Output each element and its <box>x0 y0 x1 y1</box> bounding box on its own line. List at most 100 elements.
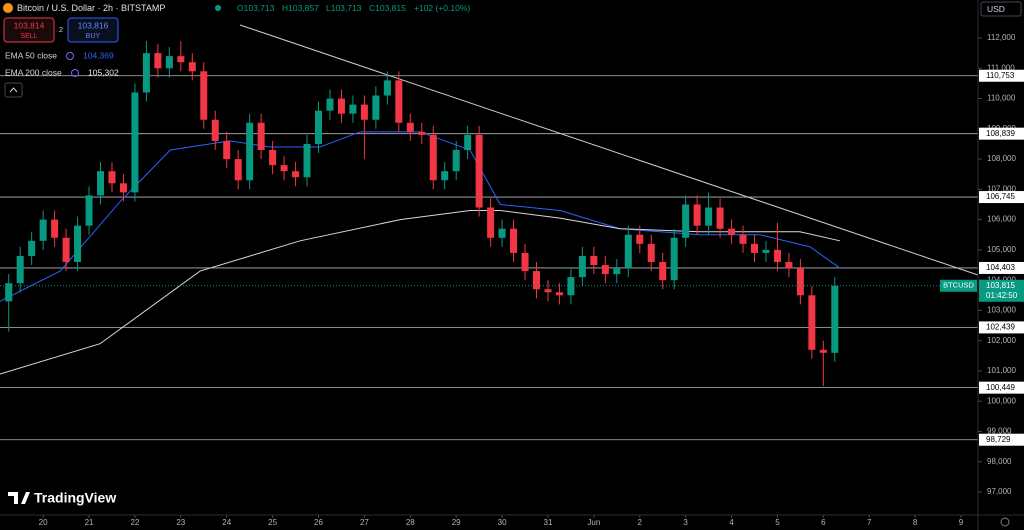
candle-body <box>349 104 357 114</box>
symbol-label: BTCUSD <box>943 281 974 290</box>
collapse-icon <box>9 87 18 93</box>
candle-body <box>406 122 414 132</box>
y-tick-label: 101,000 <box>987 366 1016 375</box>
buy-button[interactable] <box>67 17 119 43</box>
candle-body <box>429 134 437 181</box>
x-tick-label: 25 <box>268 518 277 527</box>
symbol-title: Bitcoin / U.S. Dollar · 2h · BITSTAMP <box>17 3 165 13</box>
candle-body <box>831 285 839 353</box>
brand-name: TradingView <box>34 490 116 506</box>
currency: USD <box>987 4 1005 14</box>
candle-body <box>705 207 713 226</box>
candle-body <box>796 268 804 296</box>
candle-body <box>383 80 391 96</box>
level-label: 104,403 <box>986 263 1015 272</box>
candle-body <box>97 171 105 196</box>
level-label-box <box>979 321 1024 334</box>
axis: 112,000111,000110,000109,000108,000107,0… <box>39 33 1024 527</box>
candle-body <box>211 119 219 141</box>
x-tick-label: 30 <box>498 518 507 527</box>
candle-body <box>119 183 127 193</box>
candle-body <box>487 207 495 238</box>
ema50-legend: EMA 50 close <box>5 50 57 60</box>
candle-body <box>601 265 609 275</box>
ema50-settings[interactable] <box>66 52 74 60</box>
candle-body <box>808 295 816 350</box>
candle-body <box>773 249 781 262</box>
spread: 2 <box>59 25 63 34</box>
level-label: 108,839 <box>986 129 1015 138</box>
candle-body <box>464 134 472 150</box>
x-tick-label: 3 <box>683 518 688 527</box>
ema-line <box>0 210 840 375</box>
y-tick-label: 102,000 <box>987 336 1016 345</box>
candle-body <box>739 234 747 244</box>
candle-body <box>510 228 518 253</box>
candle-body <box>39 219 47 241</box>
candle-body <box>544 289 552 293</box>
brand-logo <box>8 492 30 504</box>
x-tick-label: 26 <box>314 518 323 527</box>
candle-body <box>131 92 139 193</box>
countdown: 01:42:50 <box>986 291 1018 300</box>
x-tick-label: 4 <box>729 518 734 527</box>
plot <box>0 24 979 441</box>
sell-label: SELL <box>20 33 37 40</box>
ohlc-low: L103,713 <box>326 3 362 13</box>
ohlc-change: +102 (+0.10%) <box>414 3 470 13</box>
candle-body <box>521 252 529 272</box>
sell-button[interactable] <box>3 17 55 43</box>
candle-body <box>360 104 368 120</box>
candle-body <box>372 95 380 120</box>
candle-body <box>624 234 632 269</box>
candle-body <box>142 53 150 93</box>
y-tick-label: 108,000 <box>987 154 1016 163</box>
candle-body <box>292 171 300 178</box>
ema200-settings[interactable] <box>71 69 79 77</box>
candle-body <box>200 71 208 120</box>
candle-body <box>257 122 265 150</box>
x-tick-label: 8 <box>913 518 918 527</box>
x-tick-label: 22 <box>130 518 139 527</box>
candle-body <box>441 171 449 181</box>
btc-icon <box>3 3 13 13</box>
candle-body <box>555 292 563 296</box>
candle-body <box>303 143 311 178</box>
candle-body <box>693 204 701 226</box>
x-tick-label: 31 <box>544 518 553 527</box>
level-label-box <box>979 433 1024 446</box>
candle-body <box>785 261 793 269</box>
x-tick-label: 27 <box>360 518 369 527</box>
candle-body <box>533 271 541 290</box>
candle-body <box>819 349 827 353</box>
header: Bitcoin / U.S. Dollar · 2h · BITSTAMP O1… <box>3 3 470 98</box>
x-tick-label: 20 <box>39 518 48 527</box>
ohlc-open: O103,713 <box>237 3 275 13</box>
buy-price: 103,816 <box>78 20 109 30</box>
collapse-button[interactable] <box>4 82 23 98</box>
x-tick-label: 29 <box>452 518 461 527</box>
x-tick-label: Jun <box>587 518 600 527</box>
candle-body <box>154 53 162 69</box>
candle-body <box>234 159 242 181</box>
level-label: 106,745 <box>986 192 1015 201</box>
y-tick-label: 103,000 <box>987 306 1016 315</box>
candle-body <box>5 283 13 302</box>
settings-icon[interactable] <box>1000 517 1010 527</box>
candle-body <box>177 56 185 63</box>
candle-body <box>16 255 24 284</box>
candle-body <box>452 149 460 172</box>
candle-body <box>315 110 323 144</box>
candle-body <box>762 249 770 253</box>
candle-body <box>613 268 621 275</box>
ohlc-close: C103,815 <box>369 3 406 13</box>
buy-label: BUY <box>86 33 101 40</box>
level-label: 102,439 <box>986 323 1015 332</box>
x-tick-label: 6 <box>821 518 826 527</box>
currency-button[interactable] <box>980 1 1022 17</box>
last-price-label: 103,815 <box>986 281 1015 290</box>
candle-body <box>28 240 36 256</box>
y-tick-label: 105,000 <box>987 245 1016 254</box>
x-tick-label: 2 <box>638 518 643 527</box>
x-tick-label: 28 <box>406 518 415 527</box>
